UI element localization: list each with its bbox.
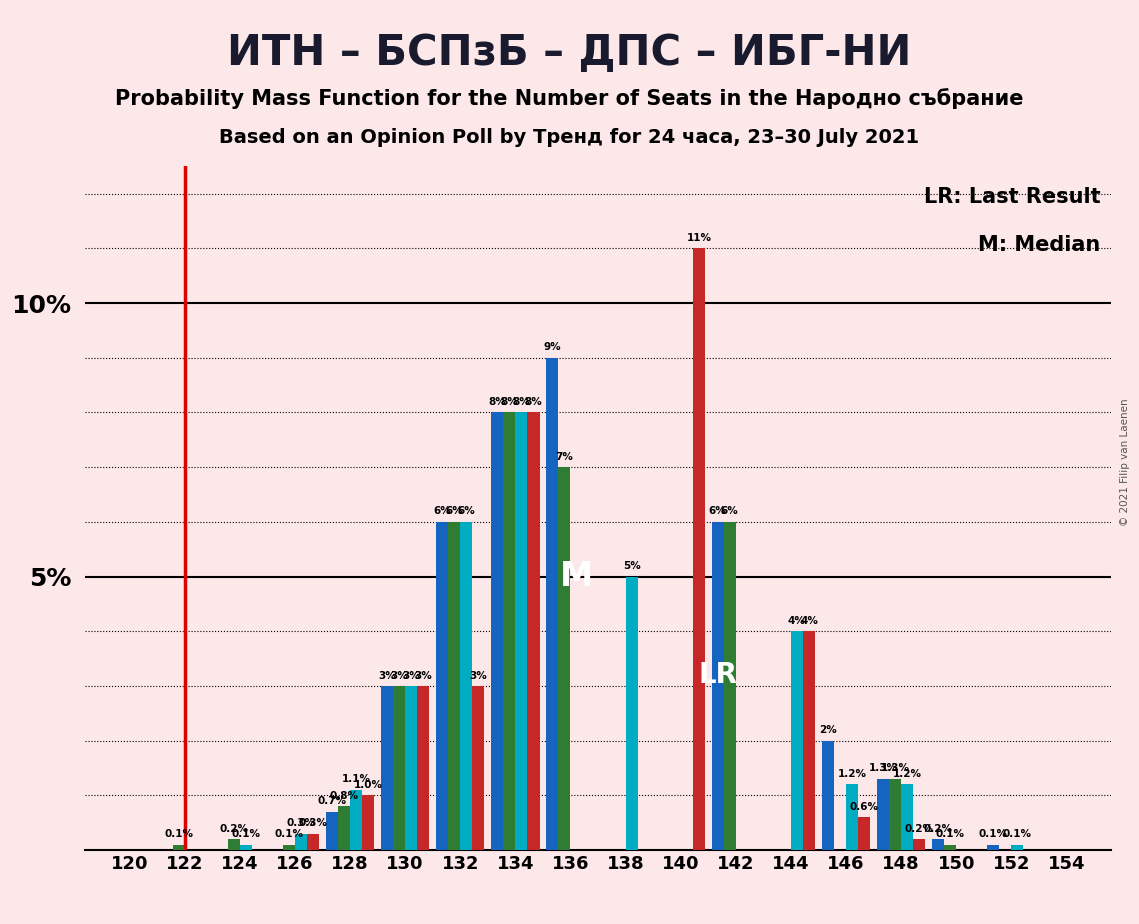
Text: 5%: 5% <box>623 561 640 571</box>
Bar <box>901 784 913 850</box>
Bar <box>821 741 834 850</box>
Bar <box>338 807 350 850</box>
Text: 4%: 4% <box>788 615 806 626</box>
Bar <box>473 686 484 850</box>
Bar <box>547 358 558 850</box>
Bar <box>405 686 417 850</box>
Bar <box>625 577 638 850</box>
Text: Probability Mass Function for the Number of Seats in the Народно събрание: Probability Mass Function for the Number… <box>115 88 1024 109</box>
Bar <box>491 412 503 850</box>
Text: 8%: 8% <box>513 397 531 407</box>
Text: 1.2%: 1.2% <box>893 769 921 779</box>
Bar <box>515 412 527 850</box>
Text: 0.1%: 0.1% <box>231 829 261 839</box>
Text: 0.1%: 0.1% <box>164 829 194 839</box>
Text: 8%: 8% <box>500 397 518 407</box>
Text: 1.2%: 1.2% <box>837 769 867 779</box>
Text: 1.3%: 1.3% <box>880 763 910 773</box>
Text: Based on an Opinion Poll by Тренд for 24 часа, 23–30 July 2021: Based on an Opinion Poll by Тренд for 24… <box>220 128 919 147</box>
Bar <box>362 796 375 850</box>
Bar <box>417 686 429 850</box>
Text: 4%: 4% <box>800 615 818 626</box>
Text: 0.1%: 0.1% <box>1002 829 1032 839</box>
Bar <box>693 249 705 850</box>
Text: 0.1%: 0.1% <box>978 829 1008 839</box>
Bar <box>877 779 888 850</box>
Bar <box>846 784 858 850</box>
Bar <box>988 845 999 850</box>
Bar <box>558 468 571 850</box>
Bar <box>790 631 803 850</box>
Bar <box>913 839 925 850</box>
Bar <box>527 412 540 850</box>
Text: 3%: 3% <box>378 671 395 680</box>
Bar <box>380 686 393 850</box>
Bar <box>326 812 338 850</box>
Bar <box>295 833 308 850</box>
Text: 6%: 6% <box>433 506 451 517</box>
Text: 0.8%: 0.8% <box>329 791 359 801</box>
Bar <box>350 790 362 850</box>
Bar <box>723 522 736 850</box>
Bar <box>1011 845 1024 850</box>
Text: 3%: 3% <box>469 671 487 680</box>
Bar <box>239 845 252 850</box>
Text: 2%: 2% <box>819 725 837 736</box>
Text: 0.2%: 0.2% <box>924 823 952 833</box>
Bar <box>932 839 944 850</box>
Text: 8%: 8% <box>525 397 542 407</box>
Text: 0.3%: 0.3% <box>298 818 328 828</box>
Text: 1.0%: 1.0% <box>353 780 383 790</box>
Text: 0.2%: 0.2% <box>904 823 934 833</box>
Bar <box>460 522 473 850</box>
Text: 8%: 8% <box>489 397 506 407</box>
Text: LR: Last Result: LR: Last Result <box>924 187 1100 207</box>
Text: 0.7%: 0.7% <box>318 796 346 807</box>
Text: 3%: 3% <box>391 671 408 680</box>
Text: 9%: 9% <box>543 342 562 352</box>
Text: 1.1%: 1.1% <box>342 774 370 784</box>
Bar <box>503 412 515 850</box>
Text: 0.3%: 0.3% <box>286 818 316 828</box>
Bar <box>803 631 816 850</box>
Bar <box>393 686 405 850</box>
Bar <box>282 845 295 850</box>
Bar <box>858 817 870 850</box>
Text: 11%: 11% <box>687 233 712 243</box>
Text: 3%: 3% <box>415 671 432 680</box>
Bar <box>436 522 448 850</box>
Text: LR: LR <box>698 661 737 689</box>
Text: © 2021 Filip van Laenen: © 2021 Filip van Laenen <box>1121 398 1130 526</box>
Bar <box>308 833 319 850</box>
Text: 6%: 6% <box>445 506 464 517</box>
Text: 7%: 7% <box>556 452 573 462</box>
Bar <box>228 839 239 850</box>
Text: M: M <box>560 560 593 593</box>
Text: 0.6%: 0.6% <box>850 802 878 812</box>
Text: 3%: 3% <box>402 671 420 680</box>
Bar <box>944 845 957 850</box>
Bar <box>448 522 460 850</box>
Text: 0.1%: 0.1% <box>274 829 303 839</box>
Text: 1.3%: 1.3% <box>868 763 898 773</box>
Text: 0.2%: 0.2% <box>219 823 248 833</box>
Bar <box>712 522 723 850</box>
Text: 6%: 6% <box>721 506 738 517</box>
Text: M: Median: M: Median <box>978 235 1100 255</box>
Text: 6%: 6% <box>458 506 475 517</box>
Bar <box>172 845 185 850</box>
Text: ИТН – БСПзБ – ДПС – ИБГ-НИ: ИТН – БСПзБ – ДПС – ИБГ-НИ <box>228 32 911 74</box>
Text: 6%: 6% <box>708 506 727 517</box>
Bar <box>888 779 901 850</box>
Text: 0.1%: 0.1% <box>935 829 965 839</box>
